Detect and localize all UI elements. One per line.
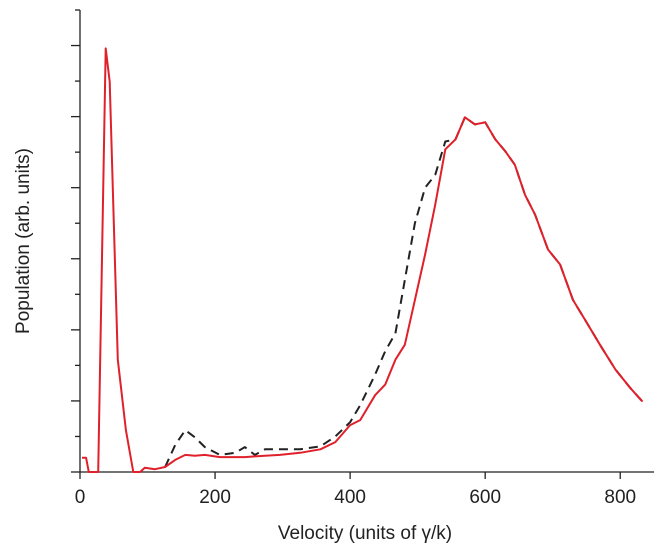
- axes: [79, 10, 654, 473]
- y-axis-label: Population (arb. units): [13, 148, 34, 334]
- x-tick-label: 600: [469, 487, 501, 508]
- x-tick-label: 200: [199, 487, 231, 508]
- x-axis-label: Velocity (units of γ/k): [278, 523, 452, 544]
- x-tick-label: 400: [334, 487, 366, 508]
- x-tick-label: 0: [75, 487, 86, 508]
- x-tick-label: 800: [604, 487, 636, 508]
- series-line: [82, 47, 644, 473]
